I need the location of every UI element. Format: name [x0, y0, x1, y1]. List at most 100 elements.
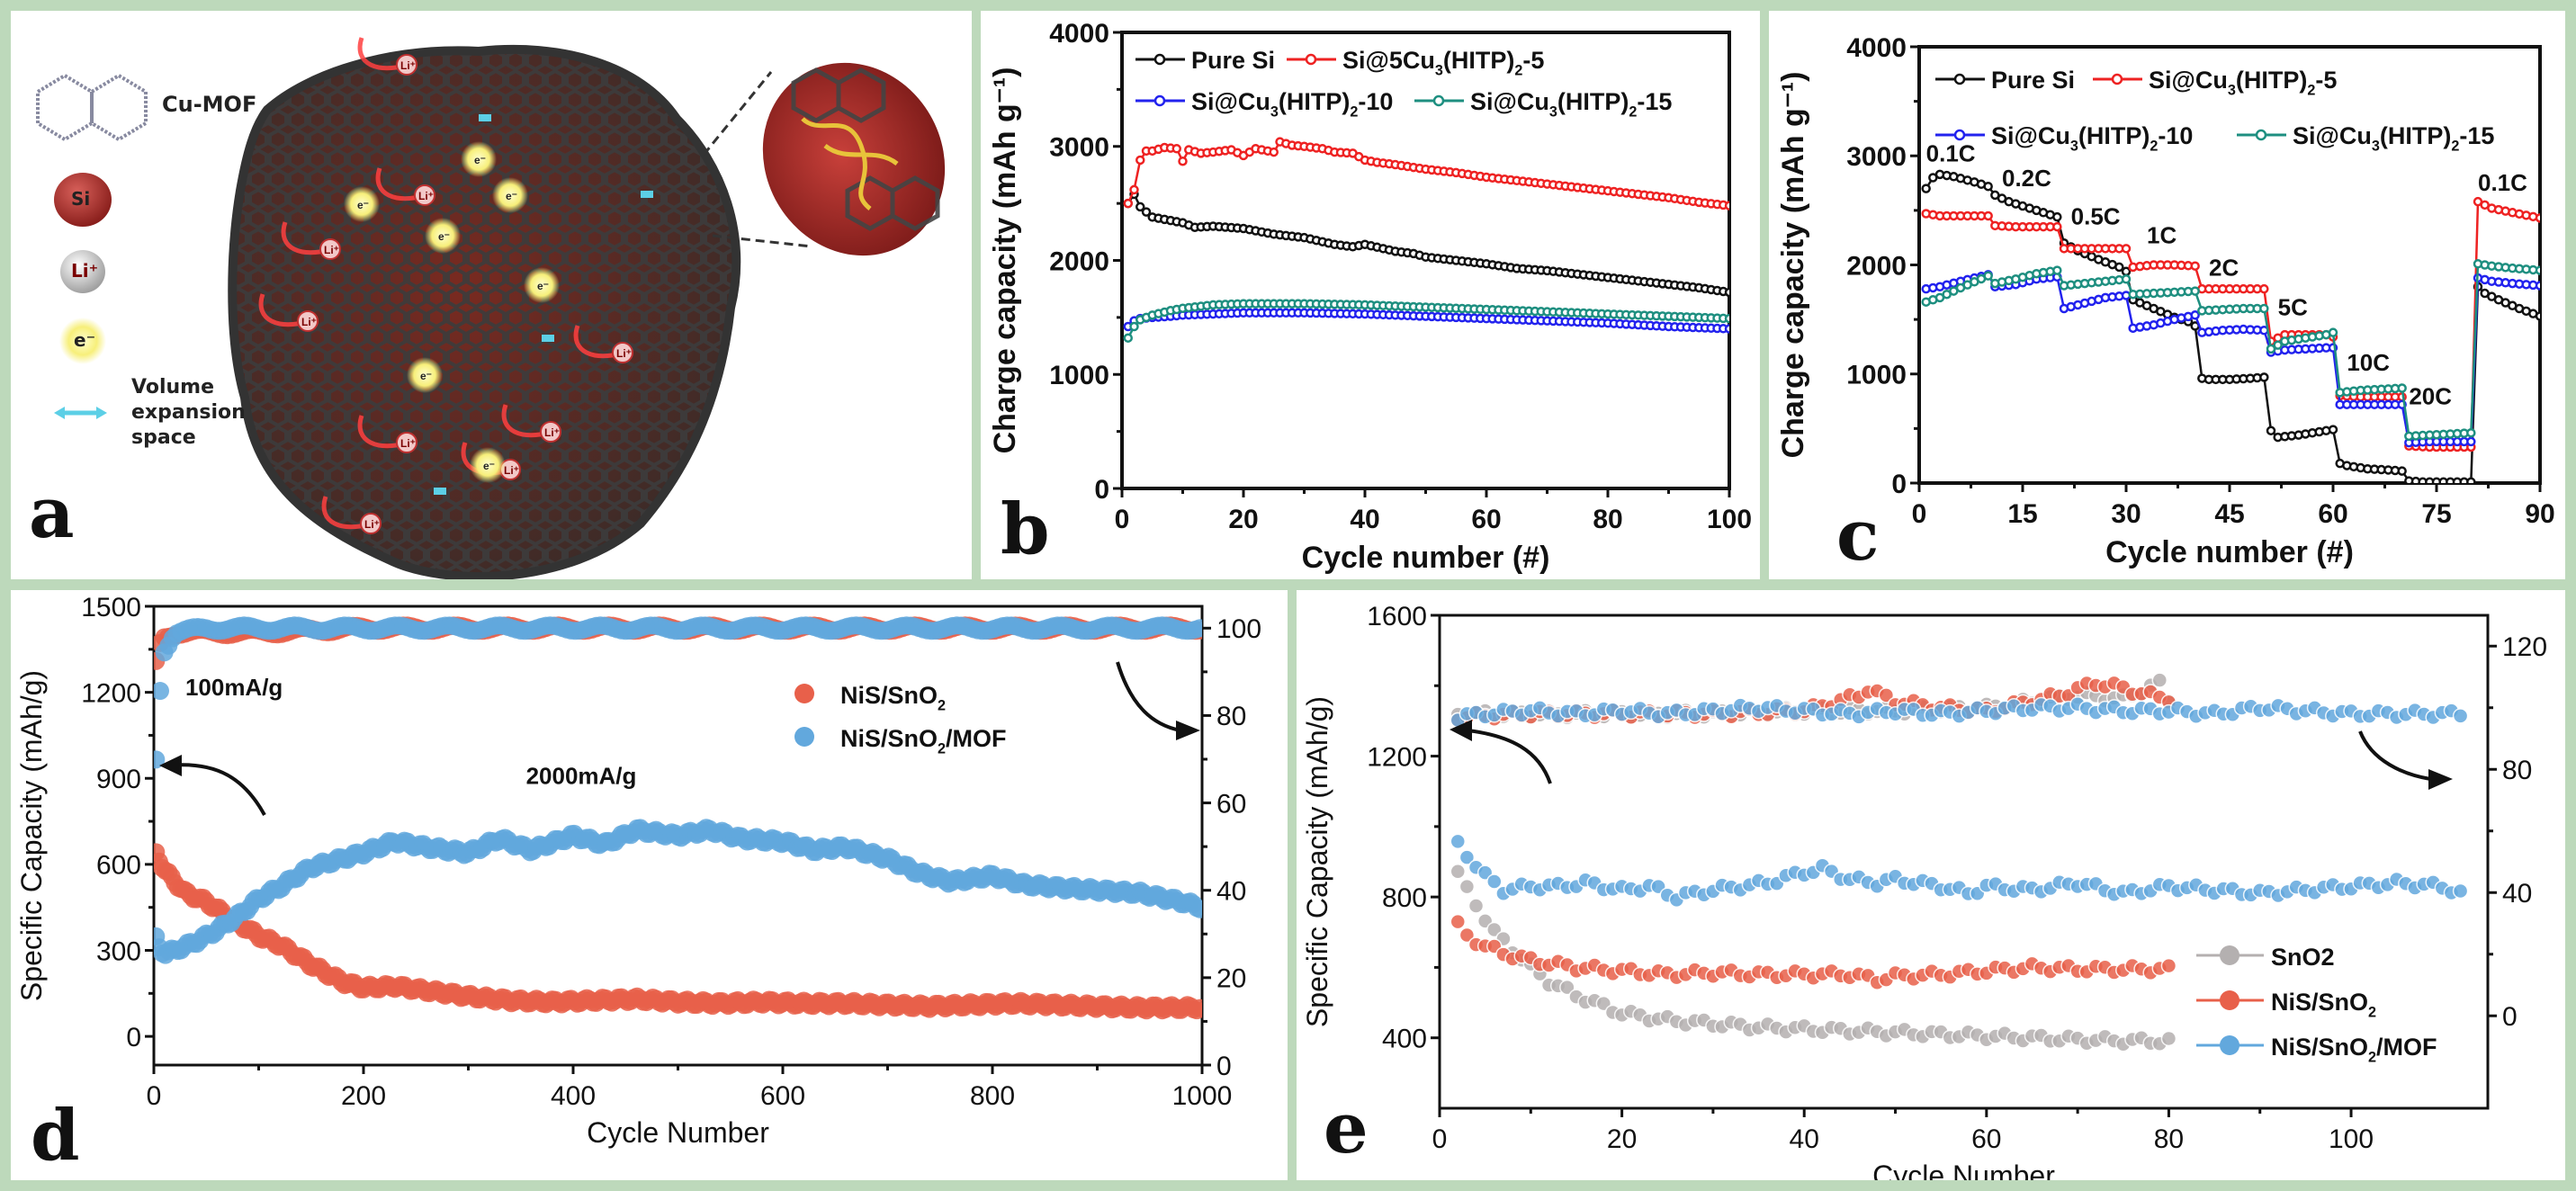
- legend-marker: [1432, 94, 1445, 107]
- data-point: [1724, 201, 1729, 210]
- mof-hexagon-icon: [36, 73, 148, 142]
- x-tick-label: 0: [147, 1081, 162, 1111]
- text-span: Si@Cu: [1191, 88, 1270, 115]
- x-tick-label: 45: [2214, 499, 2244, 529]
- y-tick-label: 1600: [1367, 602, 1427, 631]
- x-tick-label: 75: [2421, 499, 2451, 529]
- y-tick-label: 3000: [1049, 133, 1109, 163]
- panel-d-chart: 0 200 400 600 800 1000 0 300 600 900 1200 1500 0 20 40…: [11, 590, 1288, 1180]
- x-tick-label: 20: [1228, 505, 1258, 534]
- electron-glow-icon: [524, 267, 560, 303]
- data-point: [2535, 311, 2540, 321]
- text-span: NiS/SnO: [840, 682, 938, 709]
- arrow-right-axis-icon: [1116, 661, 1181, 732]
- data-point: [154, 750, 166, 769]
- data-point: [2535, 265, 2540, 275]
- series-nis-sno2: [154, 843, 1202, 1020]
- electron-glow-icon: [461, 141, 497, 177]
- chart-c-svg: 0 15 30 45 60 75 90 0 1000 2000 3000 4000 Cycle numb…: [1776, 33, 2555, 569]
- data-point: [1129, 184, 1139, 195]
- x-axis-label: Cycle number (#): [1302, 541, 1550, 575]
- text-span: /MOF: [946, 725, 1007, 752]
- x-tick-label: 1000: [1172, 1081, 1233, 1111]
- series-nis-sno2-mof: [154, 819, 1202, 964]
- data-point: [1468, 898, 1485, 914]
- x-tick-label: 100: [1707, 505, 1752, 534]
- legend-label: NiS/SnO2: [2271, 989, 2376, 1021]
- y-tick-label: 0: [1094, 475, 1109, 505]
- data-point: [2190, 261, 2200, 271]
- legend-label: Si@Cu3(HITP)2-15: [2293, 122, 2494, 155]
- data-point: [1141, 207, 1152, 217]
- data-point: [2452, 882, 2469, 900]
- li-ion-label: Li⁺: [544, 426, 560, 439]
- legend-label: Si@Cu3(HITP)2-5: [2149, 67, 2337, 99]
- legend-marker: [1153, 53, 1166, 66]
- y-tick-label: 800: [1382, 883, 1427, 913]
- y-axis-label: Specific Capacity (mAh/g): [15, 670, 48, 1001]
- rate-annotation: 0.2C: [2002, 165, 2051, 192]
- legend-marker: [794, 727, 814, 747]
- data-point: [2535, 213, 2540, 223]
- li-badge: Li⁺: [71, 260, 99, 282]
- data-point: [1190, 619, 1202, 638]
- series-nis-sno2-mof-ce: [154, 616, 1202, 769]
- data-point: [1269, 147, 1279, 157]
- x-axis-label: Cycle Number: [587, 1116, 769, 1149]
- li-ion-label: Li⁺: [418, 190, 434, 202]
- text-span: (HITP): [2380, 122, 2451, 149]
- x-tick-label: 80: [1593, 505, 1622, 534]
- text-span: (HITP): [2236, 67, 2307, 94]
- data-point: [2190, 310, 2200, 320]
- e-badge: e⁻: [74, 329, 96, 351]
- data-point: [1724, 313, 1729, 324]
- x-tick-label: 800: [970, 1081, 1015, 1111]
- data-point: [2266, 425, 2276, 436]
- panel-b-chart: 0 20 40 60 80 100 0 1000 2000 3000 4000 Cycle numbe…: [981, 11, 1760, 579]
- legend-label: Pure Si: [1991, 67, 2075, 94]
- data-point: [1450, 863, 1467, 880]
- y-tick-label: 1200: [81, 678, 141, 708]
- y-tick-label: 0: [126, 1023, 141, 1052]
- y2-tick-label: 120: [2502, 632, 2547, 662]
- si-sphere-icon: [54, 173, 112, 227]
- y-tick-label: 4000: [1846, 33, 1907, 63]
- legend-label: Si@Cu3(HITP)2-10: [1191, 88, 1393, 121]
- data-point: [1450, 913, 1467, 930]
- electron-label: e⁻: [438, 230, 450, 243]
- subscript: 3: [2070, 139, 2078, 155]
- chart-e-svg: 0 20 40 60 80 100 400 800 1200 1600 0 40 80 120 Cycle …: [1301, 602, 2547, 1180]
- double-arrow-icon: [54, 407, 107, 419]
- legend-label: Si@5Cu3(HITP)2-5: [1342, 47, 1544, 79]
- series-line: [1925, 200, 2540, 449]
- data-point: [1135, 201, 1145, 212]
- y-tick-label: 2000: [1049, 246, 1109, 276]
- void-marker: [479, 114, 491, 121]
- legend-marker: [1153, 94, 1166, 107]
- y-tick-label: 3000: [1846, 142, 1907, 172]
- plot-area: [1450, 672, 2469, 1052]
- arrowhead-right-icon: [2428, 769, 2453, 790]
- subscript: 2: [1629, 104, 1637, 121]
- legend-label: Pure Si: [1191, 47, 1275, 74]
- text-span: Si@Cu: [2149, 67, 2228, 94]
- data-point: [1983, 181, 1993, 192]
- text-span: (HITP): [1443, 47, 1514, 74]
- x-axis-label: Cycle Number: [1872, 1160, 2055, 1180]
- subscript: 2: [1514, 63, 1522, 79]
- text-span: (HITP): [2078, 122, 2150, 149]
- electron-label: e⁻: [506, 190, 517, 202]
- subscript: 2: [938, 741, 946, 757]
- x-tick-label: 80: [2154, 1124, 2184, 1154]
- rate-annotation: 0.1C: [1926, 139, 1976, 166]
- data-point: [1724, 287, 1729, 298]
- x-tick-label: 60: [1471, 505, 1501, 534]
- electron-glow-icon: [344, 186, 380, 222]
- plot-frame: [1438, 613, 2490, 1110]
- electron-label: e⁻: [420, 370, 432, 382]
- y-tick-label: 300: [96, 936, 141, 966]
- y-tick-label: 1000: [1846, 361, 1907, 390]
- data-point: [2266, 344, 2276, 354]
- subscript: 2: [2368, 1050, 2376, 1066]
- data-point: [2397, 466, 2407, 476]
